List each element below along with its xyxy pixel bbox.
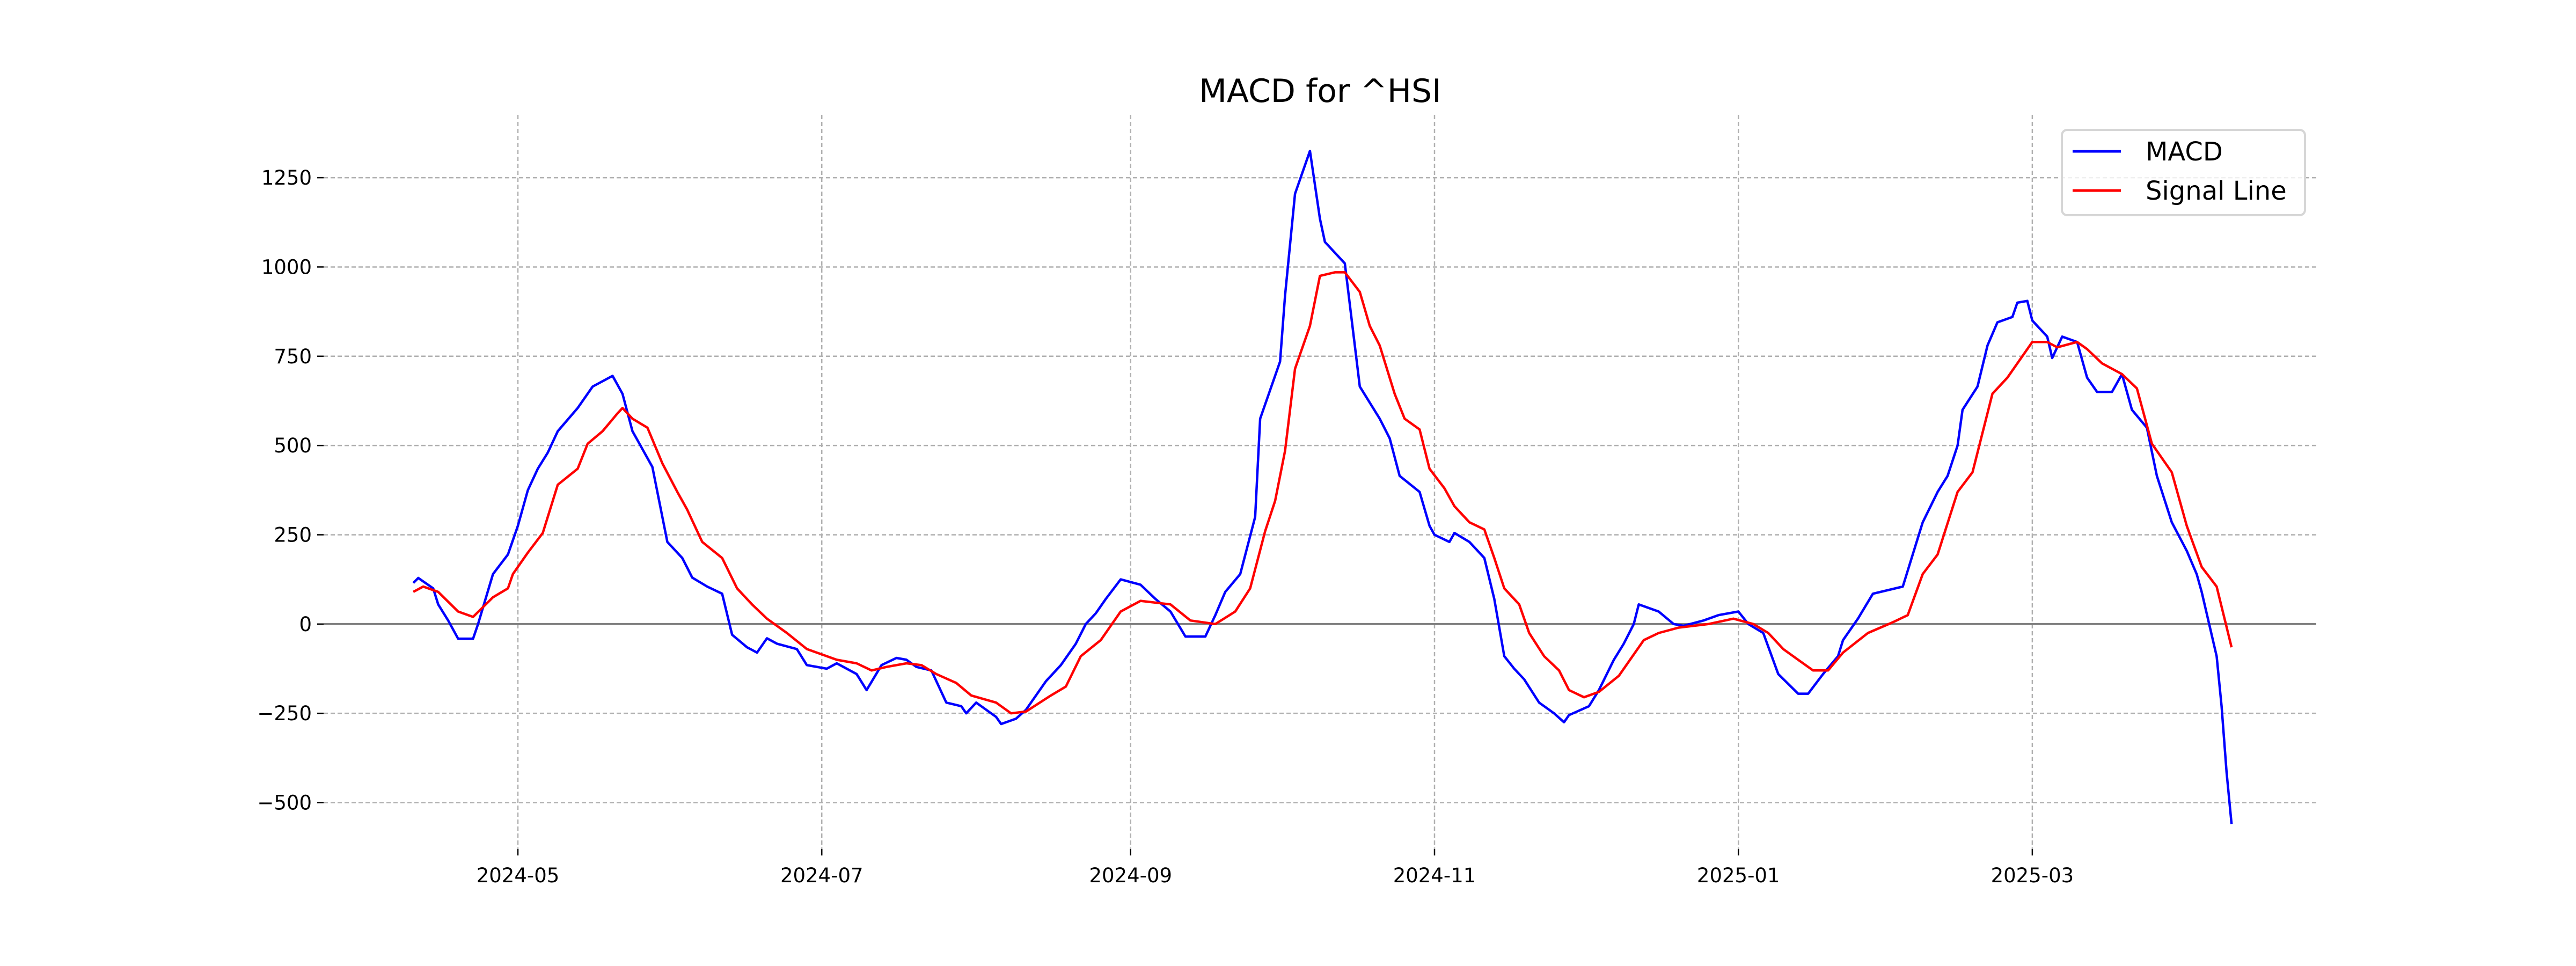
macd-line [412,149,2233,824]
signal-line-line [413,271,2233,715]
x-tick-label: 2024-05 [477,864,560,887]
legend-box [2061,129,2306,216]
series-lines [412,149,2233,824]
y-tick-label: 1000 [261,255,312,279]
x-tick-label: 2024-11 [1393,864,1476,887]
legend: MACD Signal Line [2061,129,2306,216]
y-tick-label: −500 [257,792,312,815]
x-axis-ticks: 2024-05 2024-07 2024-09 2024-11 2025-01 2025-… [477,849,2074,887]
x-tick-label: 2025-01 [1697,864,1780,887]
y-tick-label: 750 [274,345,312,368]
y-tick-label: 1250 [261,166,312,189]
y-tick-label: 0 [299,613,312,636]
x-tick-label: 2025-03 [1991,864,2074,887]
grid-lines [324,115,2316,849]
y-tick-label: 500 [274,434,312,457]
x-tick-label: 2024-07 [780,864,863,887]
chart-title: MACD for ^HSI [1199,72,1441,110]
y-tick-label: 250 [274,523,312,546]
x-tick-label: 2024-09 [1089,864,1172,887]
y-axis-ticks: −500 −250 0 250 500 750 1000 1250 [257,166,324,815]
y-tick-label: −250 [257,702,312,725]
legend-macd-label: MACD [2146,137,2223,167]
legend-signal-label: Signal Line [2146,176,2287,206]
